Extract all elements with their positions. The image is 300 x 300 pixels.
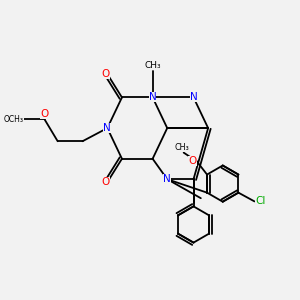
Text: N: N — [103, 123, 111, 133]
Text: O: O — [102, 69, 110, 79]
Text: Cl: Cl — [255, 196, 266, 206]
Text: O: O — [102, 177, 110, 187]
Text: CH₃: CH₃ — [175, 143, 190, 152]
Text: N: N — [190, 92, 197, 102]
Text: N: N — [164, 174, 171, 184]
Text: OCH₃: OCH₃ — [4, 115, 24, 124]
Text: N: N — [149, 92, 157, 102]
Text: O: O — [188, 156, 196, 167]
Text: O: O — [40, 109, 49, 119]
Text: CH₃: CH₃ — [144, 61, 161, 70]
